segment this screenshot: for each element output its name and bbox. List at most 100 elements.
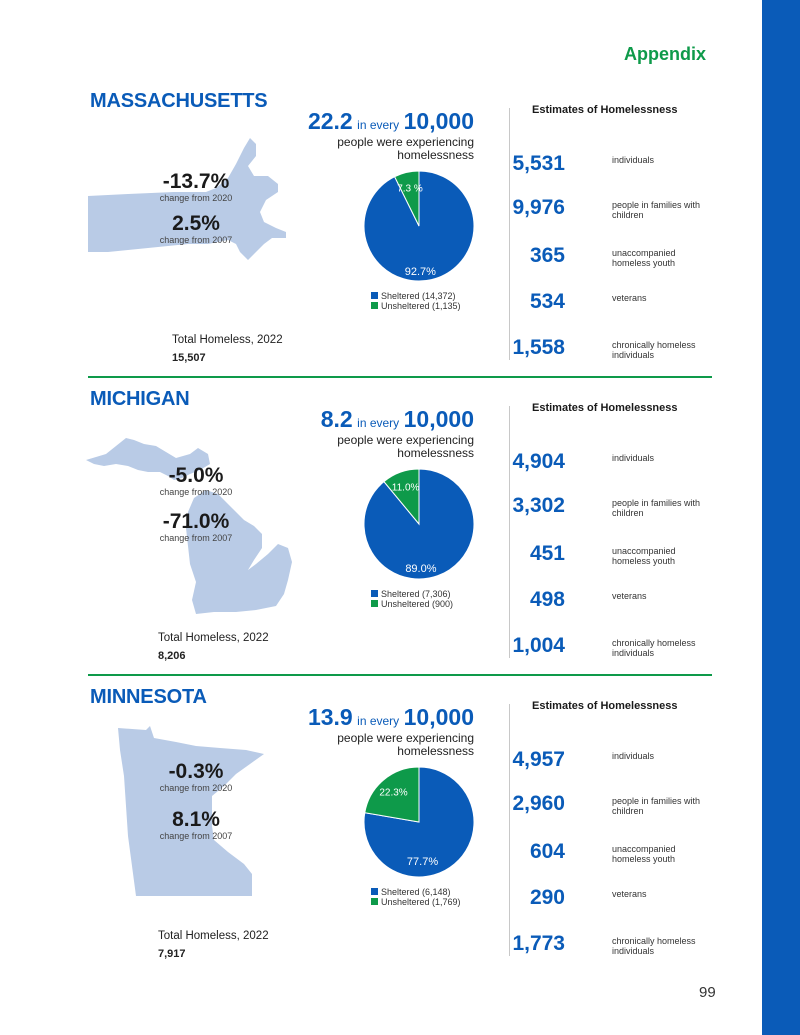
rate-per: 10,000 xyxy=(403,704,474,730)
change-2007-value: -71.0% xyxy=(162,510,230,533)
pie-legend: Sheltered (7,306) Unsheltered (900) xyxy=(371,589,453,609)
change-2020-label: change from 2020 xyxy=(159,193,233,203)
pie-label-unsheltered: 22.3% xyxy=(379,788,407,799)
rate-per: 10,000 xyxy=(403,108,474,134)
pie-slice-unsheltered xyxy=(364,766,420,823)
total-homeless-value: 15,507 xyxy=(172,352,206,364)
estimate-label: veterans xyxy=(612,889,647,899)
legend-swatch-unsheltered xyxy=(371,898,378,905)
estimate-value: 365 xyxy=(529,244,565,267)
rate-in-every: in every xyxy=(357,714,400,728)
estimate-value: 290 xyxy=(529,886,565,909)
rate-heading: 22.2 in every 10,000 xyxy=(308,108,474,135)
pie-chart: 77.7% 22.3% xyxy=(363,766,475,878)
pie-slice-sheltered xyxy=(363,468,475,580)
pie-slice-unsheltered xyxy=(383,468,420,526)
page-number: 99 xyxy=(699,984,716,1001)
rate-value: 22.2 xyxy=(307,108,353,134)
estimate-value: 4,957 xyxy=(512,748,565,771)
change-2007-label: change from 2007 xyxy=(159,235,233,245)
state-map xyxy=(88,138,286,260)
section-label: Appendix xyxy=(624,44,707,64)
pie-label-sheltered: 89.0% xyxy=(405,563,436,575)
estimate-label: veterans xyxy=(612,591,647,601)
change-2007-value: 8.1% xyxy=(172,808,220,831)
state-name: MICHIGAN xyxy=(90,388,190,410)
column-divider xyxy=(509,108,510,360)
legend-sheltered: Sheltered (7,306) xyxy=(371,589,453,599)
estimate-value: 534 xyxy=(529,290,565,313)
estimate-label: people in families with children xyxy=(612,796,701,816)
rate-per: 10,000 xyxy=(403,406,474,432)
state-section-minnesota: MINNESOTA -0.3% change from 2020 8.1% ch… xyxy=(0,686,760,988)
change-2020-label: change from 2020 xyxy=(159,783,233,793)
estimate-value: 1,558 xyxy=(512,336,565,359)
change-2020-label: change from 2020 xyxy=(159,487,233,497)
legend-swatch-sheltered xyxy=(371,292,378,299)
estimate-value: 1,773 xyxy=(512,932,565,955)
rate-in-every: in every xyxy=(357,118,400,132)
state-name: MINNESOTA xyxy=(90,686,207,708)
rate-value: 8.2 xyxy=(320,406,353,432)
state-map xyxy=(118,726,264,896)
change-2007-value: 2.5% xyxy=(172,212,220,235)
estimate-label: unaccompanied homeless youth xyxy=(612,546,676,566)
pie-chart: 92.7% 7.3 % xyxy=(363,170,475,282)
estimate-label: individuals xyxy=(612,453,655,463)
state-section-massachusetts: MASSACHUSETTS -13.7% change from 2020 2.… xyxy=(0,90,760,392)
total-homeless-label: Total Homeless, 2022 xyxy=(172,334,283,346)
rate-description: people were experiencing homelessness xyxy=(337,135,474,162)
estimate-value: 604 xyxy=(529,840,565,863)
estimate-label: chronically homeless individuals xyxy=(612,936,696,956)
rate-heading: 13.9 in every 10,000 xyxy=(308,704,474,731)
pie-chart: 89.0% 11.0% xyxy=(363,468,475,580)
change-2020-value: -0.3% xyxy=(168,760,224,783)
estimate-value: 3,302 xyxy=(512,494,565,517)
total-homeless-label: Total Homeless, 2022 xyxy=(158,632,269,644)
estimate-label: individuals xyxy=(612,155,655,165)
section-divider xyxy=(88,376,712,378)
pie-slice-unsheltered xyxy=(393,170,420,227)
estimate-label: veterans xyxy=(612,293,647,303)
legend-swatch-sheltered xyxy=(371,888,378,895)
rate-in-every: in every xyxy=(357,416,400,430)
estimate-value: 451 xyxy=(529,542,565,565)
estimate-value: 4,904 xyxy=(512,450,565,473)
legend-sheltered: Sheltered (14,372) xyxy=(371,291,461,301)
estimate-label: people in families with children xyxy=(612,200,701,220)
column-divider xyxy=(509,704,510,956)
estimate-label: individuals xyxy=(612,751,655,761)
estimates-title: Estimates of Homelessness xyxy=(532,104,678,116)
estimate-label: chronically homeless individuals xyxy=(612,638,696,658)
rate-heading: 8.2 in every 10,000 xyxy=(321,406,474,433)
state-section-michigan: MICHIGAN -5.0% change from 2020 -71.0% c… xyxy=(0,388,760,690)
change-2007-label: change from 2007 xyxy=(159,831,233,841)
legend-unsheltered: Unsheltered (1,769) xyxy=(371,897,461,907)
estimate-value: 5,531 xyxy=(512,152,565,175)
pie-legend: Sheltered (14,372) Unsheltered (1,135) xyxy=(371,291,461,311)
section-divider xyxy=(88,674,712,676)
side-color-bar xyxy=(762,0,800,1035)
pie-label-unsheltered: 7.3 % xyxy=(397,183,423,194)
legend-sheltered: Sheltered (6,148) xyxy=(371,887,461,897)
total-homeless-value: 8,206 xyxy=(158,650,186,662)
total-homeless-value: 7,917 xyxy=(158,948,186,960)
estimate-label: people in families with children xyxy=(612,498,701,518)
state-map-shape xyxy=(86,438,292,614)
pie-label-unsheltered: 11.0% xyxy=(392,483,420,494)
state-map xyxy=(86,438,292,614)
estimate-label: unaccompanied homeless youth xyxy=(612,248,676,268)
estimate-value: 498 xyxy=(529,588,565,611)
estimate-value: 9,976 xyxy=(512,196,565,219)
change-2020-value: -13.7% xyxy=(162,170,230,193)
change-2007-label: change from 2007 xyxy=(159,533,233,543)
state-map-shape xyxy=(118,726,264,896)
estimate-value: 1,004 xyxy=(512,634,565,657)
pie-label-sheltered: 77.7% xyxy=(407,856,438,868)
estimates-title: Estimates of Homelessness xyxy=(532,700,678,712)
change-2020-value: -5.0% xyxy=(168,464,224,487)
rate-description: people were experiencing homelessness xyxy=(337,731,474,758)
state-map-shape xyxy=(88,138,286,260)
legend-swatch-unsheltered xyxy=(371,302,378,309)
state-name: MASSACHUSETTS xyxy=(90,90,268,112)
